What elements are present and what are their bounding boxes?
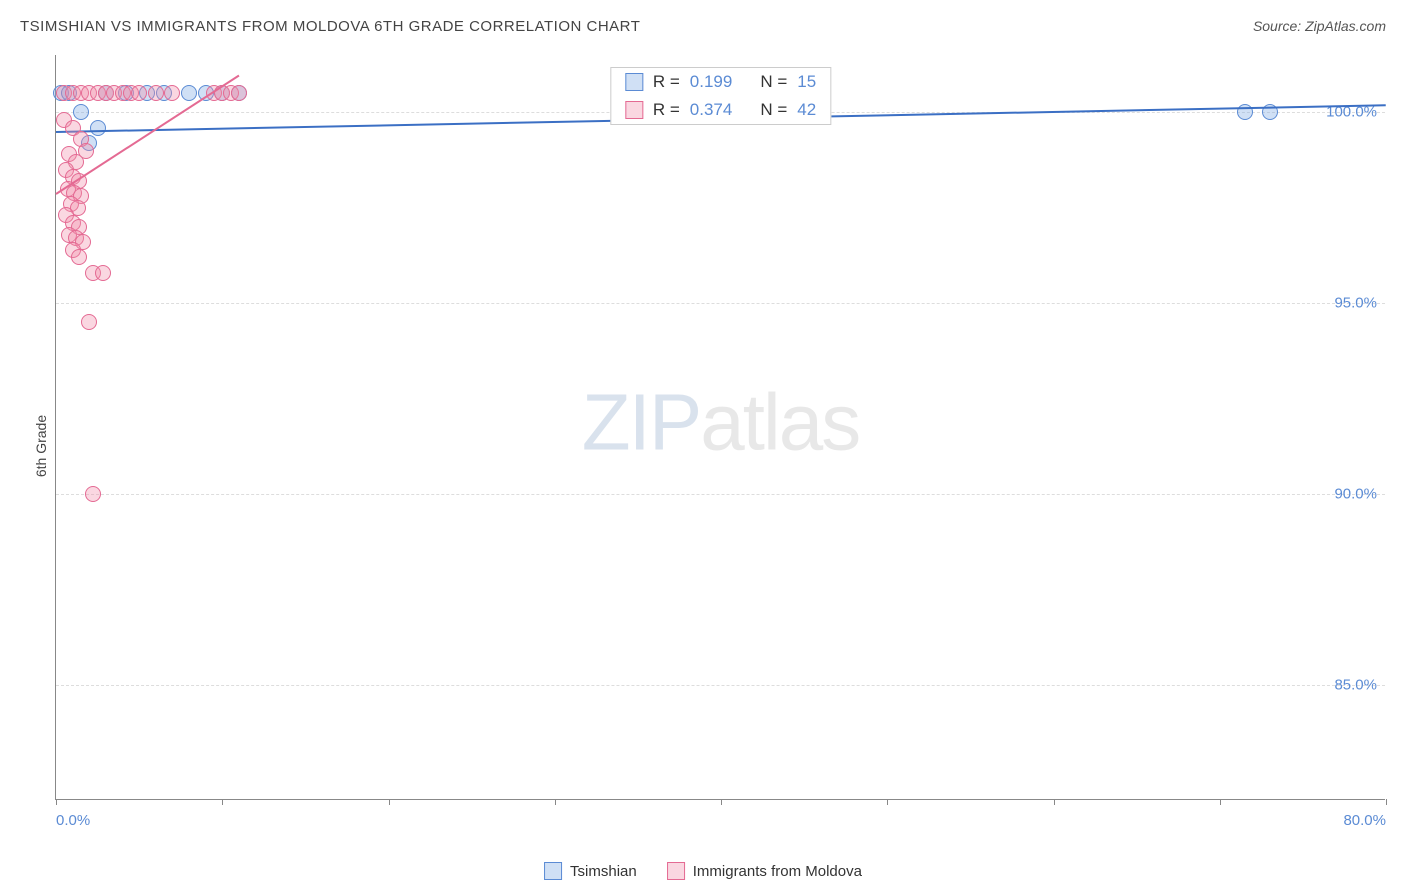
stats-row: R = 0.199 N = 15 bbox=[611, 68, 830, 96]
watermark: ZIPatlas bbox=[582, 376, 859, 468]
y-tick-label: 95.0% bbox=[1334, 295, 1377, 312]
data-point bbox=[231, 85, 247, 101]
legend-label: Tsimshian bbox=[570, 863, 637, 880]
data-point bbox=[90, 120, 106, 136]
y-tick-label: 90.0% bbox=[1334, 486, 1377, 503]
data-point bbox=[85, 486, 101, 502]
n-value: 42 bbox=[797, 100, 816, 120]
x-tick-mark bbox=[721, 799, 722, 805]
data-point bbox=[164, 85, 180, 101]
n-label: N = bbox=[760, 100, 787, 120]
data-point bbox=[73, 104, 89, 120]
legend-swatch bbox=[667, 862, 685, 880]
scatter-chart: ZIPatlas R = 0.199 N = 15 R = 0.374 N = 42 85.0… bbox=[55, 55, 1385, 800]
x-tick-mark bbox=[389, 799, 390, 805]
source-label: Source: ZipAtlas.com bbox=[1253, 18, 1386, 34]
x-tick-label: 0.0% bbox=[56, 812, 90, 829]
series-swatch bbox=[625, 73, 643, 91]
legend-label: Immigrants from Moldova bbox=[693, 863, 862, 880]
gridline bbox=[56, 685, 1385, 686]
r-label: R = bbox=[653, 72, 680, 92]
legend-swatch bbox=[544, 862, 562, 880]
legend-item: Immigrants from Moldova bbox=[667, 862, 862, 880]
data-point bbox=[148, 85, 164, 101]
gridline bbox=[56, 303, 1385, 304]
data-point bbox=[181, 85, 197, 101]
x-tick-label: 80.0% bbox=[1343, 812, 1386, 829]
chart-header: TSIMSHIAN VS IMMIGRANTS FROM MOLDOVA 6TH… bbox=[20, 18, 1386, 48]
y-tick-label: 85.0% bbox=[1334, 677, 1377, 694]
x-tick-mark bbox=[887, 799, 888, 805]
x-tick-mark bbox=[555, 799, 556, 805]
r-value: 0.374 bbox=[690, 100, 733, 120]
chart-title: TSIMSHIAN VS IMMIGRANTS FROM MOLDOVA 6TH… bbox=[20, 18, 1386, 35]
x-tick-mark bbox=[1386, 799, 1387, 805]
chart-legend: Tsimshian Immigrants from Moldova bbox=[544, 862, 862, 880]
data-point bbox=[71, 249, 87, 265]
data-point bbox=[95, 265, 111, 281]
r-label: R = bbox=[653, 100, 680, 120]
gridline bbox=[56, 494, 1385, 495]
correlation-stats-box: R = 0.199 N = 15 R = 0.374 N = 42 bbox=[610, 67, 831, 125]
series-swatch bbox=[625, 101, 643, 119]
n-value: 15 bbox=[797, 72, 816, 92]
r-value: 0.199 bbox=[690, 72, 733, 92]
data-point bbox=[81, 314, 97, 330]
stats-row: R = 0.374 N = 42 bbox=[611, 96, 830, 124]
x-tick-mark bbox=[56, 799, 57, 805]
n-label: N = bbox=[760, 72, 787, 92]
y-axis-label: 6th Grade bbox=[33, 415, 49, 477]
x-tick-mark bbox=[1054, 799, 1055, 805]
x-tick-mark bbox=[1220, 799, 1221, 805]
legend-item: Tsimshian bbox=[544, 862, 637, 880]
x-tick-mark bbox=[222, 799, 223, 805]
data-point bbox=[131, 85, 147, 101]
